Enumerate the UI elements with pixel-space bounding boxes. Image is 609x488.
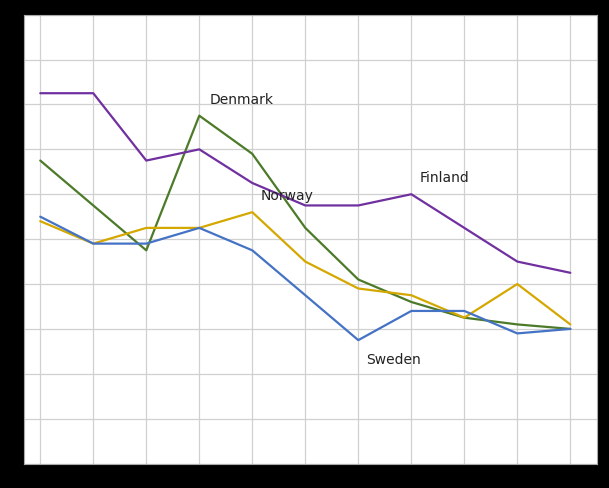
Text: Denmark: Denmark (210, 93, 274, 107)
Text: Norway: Norway (260, 189, 313, 203)
Text: Sweden: Sweden (366, 353, 421, 367)
Text: Finland: Finland (419, 171, 469, 185)
